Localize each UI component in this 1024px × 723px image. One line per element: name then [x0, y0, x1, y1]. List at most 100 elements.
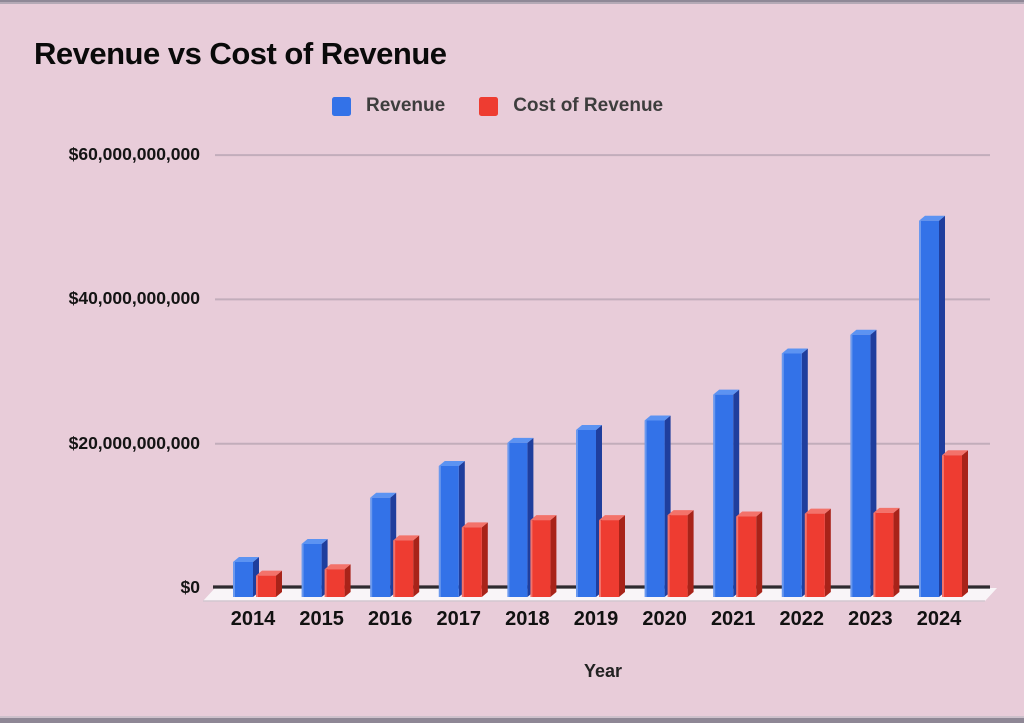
bar-front-face [461, 527, 482, 597]
bar-left-highlight [324, 569, 327, 597]
bar-cost-of-revenue-2016[interactable] [393, 535, 420, 597]
bar-cost-of-revenue-2018[interactable] [530, 515, 557, 597]
bar-front-face [370, 497, 391, 597]
bar-left-highlight [850, 334, 853, 597]
bar-revenue-2024[interactable] [919, 215, 945, 597]
bar-front-face [507, 442, 528, 597]
bar-revenue-2023[interactable] [850, 329, 877, 597]
bar-cost-of-revenue-2024[interactable] [942, 450, 968, 597]
bar-front-face [873, 512, 894, 597]
bar-revenue-2017[interactable] [438, 461, 465, 597]
bar-revenue-2019[interactable] [576, 424, 602, 597]
bar-cost-of-revenue-2022[interactable] [804, 508, 831, 597]
bar-revenue-2021[interactable] [713, 389, 740, 597]
bar-front-face [256, 575, 276, 597]
bar-top-face [781, 348, 808, 354]
bar-left-highlight [644, 420, 647, 597]
legend-item-revenue[interactable]: Revenue [332, 95, 445, 117]
bar-left-highlight [599, 520, 601, 597]
bar-top-face [713, 389, 740, 395]
bar-top-face [873, 507, 900, 513]
bar-front-face [644, 420, 665, 597]
x-tick-label-2016: 2016 [367, 608, 413, 630]
bar-side-face [413, 535, 420, 597]
bar-front-face [942, 455, 962, 597]
x-tick-label-2021: 2021 [710, 608, 756, 630]
bar-cost-of-revenue-2023[interactable] [873, 507, 900, 597]
bar-front-face [438, 466, 459, 597]
bar-left-highlight [576, 429, 578, 597]
bar-side-face [481, 522, 488, 597]
bar-side-face [687, 510, 694, 597]
y-tick-label-2: $40,000,000,000 [68, 288, 200, 309]
x-tick-label-2014: 2014 [230, 608, 276, 630]
bar-revenue-2022[interactable] [781, 348, 808, 597]
bar-side-face [344, 564, 351, 597]
y-tick-label-3: $60,000,000,000 [68, 144, 200, 165]
bar-left-highlight [507, 442, 510, 597]
bar-side-face [756, 511, 763, 597]
bar-revenue-2014[interactable] [233, 556, 259, 597]
bar-top-face [256, 570, 282, 576]
bar-front-face [781, 353, 802, 597]
bar-top-face [736, 511, 763, 517]
bar-left-highlight [804, 513, 807, 597]
bar-revenue-2015[interactable] [301, 538, 328, 597]
bar-front-face [850, 334, 871, 597]
bar-front-face [324, 569, 345, 597]
chart-legend: Revenue Cost of Revenue [332, 95, 663, 117]
x-tick-label-2015: 2015 [299, 608, 344, 630]
bar-front-face [736, 516, 757, 597]
y-tick-label-1: $20,000,000,000 [68, 432, 200, 453]
x-tick-label-2018: 2018 [505, 608, 550, 630]
bar-left-highlight [942, 455, 944, 597]
bar-left-highlight [919, 220, 921, 597]
legend-item-cost-of-revenue[interactable]: Cost of Revenue [479, 95, 663, 117]
bar-top-face [667, 510, 694, 516]
bar-top-face [461, 522, 488, 528]
bar-top-face [507, 437, 534, 443]
bar-top-face [804, 508, 831, 514]
y-tick-label-0: $0 [180, 577, 200, 597]
bar-side-face [962, 450, 968, 597]
bar-top-face [599, 515, 625, 521]
window-bottom-edge [0, 716, 1024, 723]
bar-left-highlight [736, 516, 739, 597]
bar-top-face [644, 415, 671, 421]
bar-top-face [919, 215, 945, 221]
bar-left-highlight [301, 543, 304, 597]
bar-front-face [804, 513, 825, 597]
bar-cost-of-revenue-2017[interactable] [461, 522, 488, 597]
bar-revenue-2020[interactable] [644, 415, 671, 597]
revenue-swatch-icon [332, 96, 351, 116]
bar-top-face [850, 329, 877, 335]
bar-front-face [530, 520, 551, 597]
legend-label-revenue: Revenue [366, 95, 446, 116]
bar-cost-of-revenue-2015[interactable] [324, 564, 351, 597]
bar-revenue-2018[interactable] [507, 437, 534, 597]
bar-cost-of-revenue-2020[interactable] [667, 510, 694, 597]
x-tick-label-2020: 2020 [642, 608, 687, 630]
bar-top-face [530, 515, 557, 521]
x-tick-label-2019: 2019 [573, 608, 619, 630]
x-tick-label-2023: 2023 [848, 608, 893, 630]
bar-side-face [893, 507, 900, 597]
bar-left-highlight [256, 575, 258, 597]
bar-top-face [370, 492, 397, 498]
bar-top-face [324, 564, 351, 570]
bar-cost-of-revenue-2021[interactable] [736, 511, 763, 597]
bar-front-face [393, 540, 414, 597]
bar-front-face [233, 561, 253, 597]
bar-left-highlight [233, 561, 235, 597]
bar-revenue-2016[interactable] [370, 492, 397, 597]
bar-top-face [576, 424, 602, 430]
bar-top-face [301, 538, 328, 544]
bar-cost-of-revenue-2014[interactable] [256, 570, 282, 597]
bar-front-face [301, 543, 322, 597]
x-axis-title: Year [583, 661, 623, 681]
x-tick-label-2024: 2024 [916, 608, 962, 630]
bar-cost-of-revenue-2019[interactable] [599, 515, 625, 597]
